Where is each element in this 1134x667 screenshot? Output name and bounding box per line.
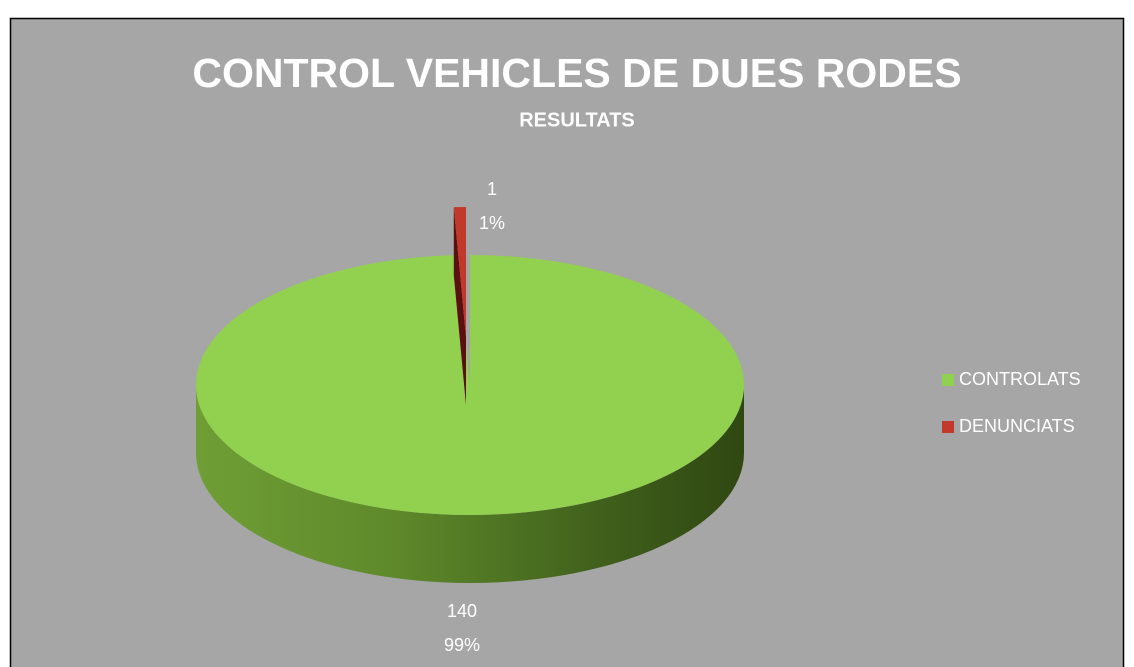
pie-slice — [196, 255, 745, 515]
legend-swatch — [942, 421, 954, 433]
pie-slice-side — [453, 207, 466, 405]
chart-title: CONTROL VEHICLES DE DUES RODES — [192, 50, 961, 96]
legend-label: DENUNCIATS — [959, 416, 1075, 436]
data-label-percent: 1% — [479, 213, 505, 233]
chart-subtitle: RESULTATS — [519, 109, 635, 131]
data-label-value: 140 — [447, 601, 477, 621]
pie-side — [196, 385, 744, 583]
legend-label: CONTROLATS — [959, 369, 1081, 389]
data-label-value: 1 — [487, 179, 497, 199]
pie: 140 99% 1 1% — [196, 179, 745, 655]
data-label-percent: 99% — [444, 635, 480, 655]
legend: CONTROLATS DENUNCIATS — [942, 369, 1081, 436]
pie-slice — [453, 207, 466, 337]
legend-swatch — [942, 374, 954, 386]
